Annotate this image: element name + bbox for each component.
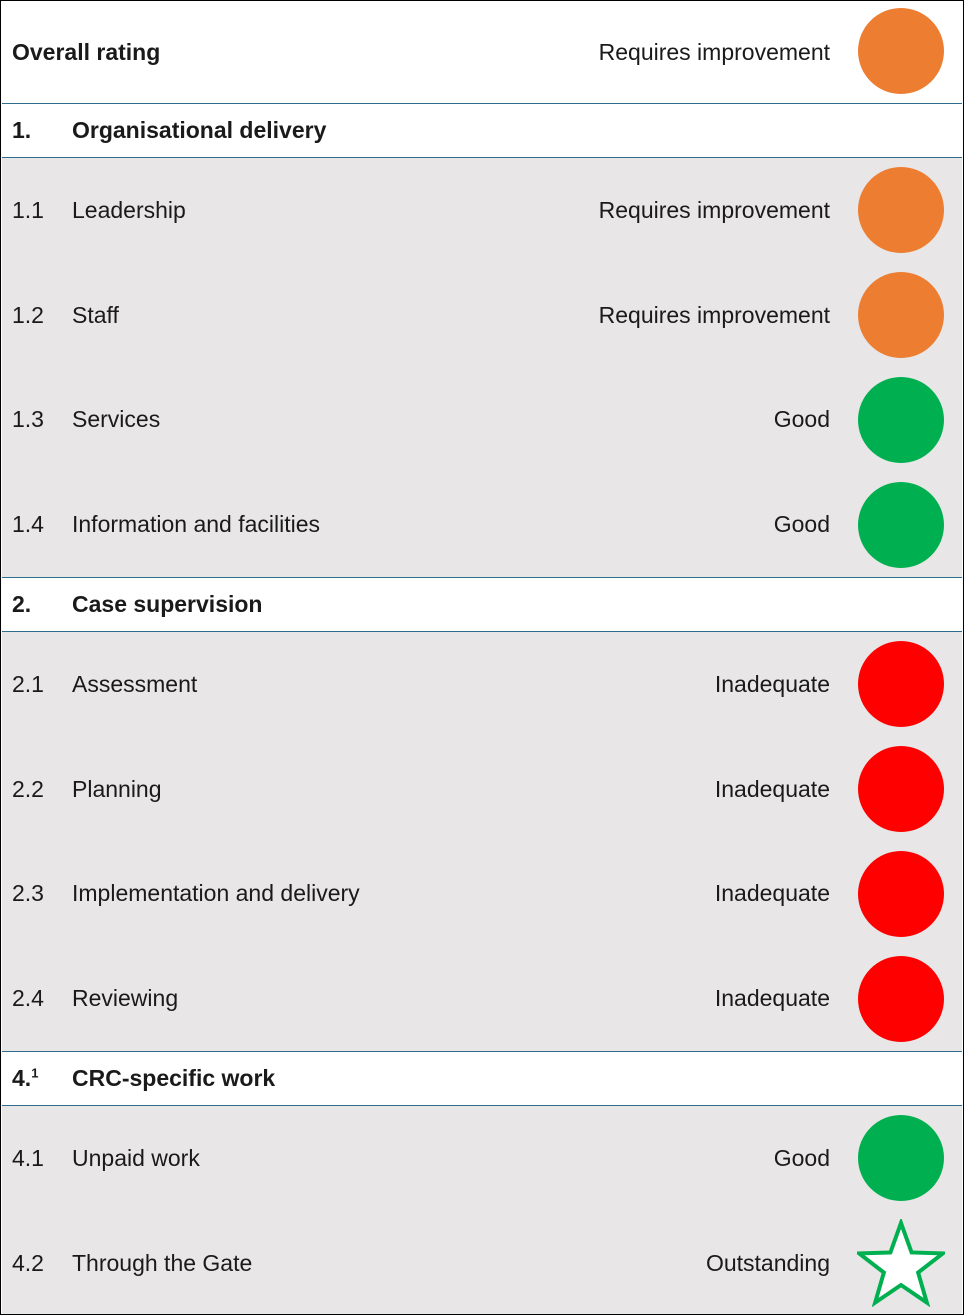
- item-label: Services: [72, 406, 161, 433]
- rating-row: 2.1 Assessment Inadequate: [2, 632, 962, 737]
- divider: [2, 1051, 962, 1052]
- divider: [2, 103, 962, 104]
- footnote-marker: 1: [31, 1065, 39, 1081]
- section-title: Case supervision: [72, 591, 263, 617]
- item-label: Reviewing: [72, 985, 179, 1012]
- item-rating: Good: [773, 406, 830, 433]
- section-number: 4.1: [12, 1065, 39, 1091]
- item-label: Information and facilities: [72, 511, 321, 538]
- star-outline-icon: [857, 1219, 945, 1308]
- circle-icon: [858, 376, 944, 463]
- rating-row: 4.1 Unpaid work Good: [2, 1106, 962, 1211]
- item-rating: Requires improvement: [598, 301, 830, 328]
- section-body-1: [2, 158, 962, 577]
- circle-icon: [858, 167, 944, 254]
- item-rating: Inadequate: [714, 775, 830, 802]
- section-body-3: [2, 1106, 962, 1314]
- divider: [2, 577, 962, 578]
- item-number: 2.3: [12, 880, 44, 907]
- item-number: 1.3: [12, 406, 44, 433]
- item-rating: Good: [773, 511, 830, 538]
- rating-row: 4.2 Through the Gate Outstanding: [2, 1211, 962, 1316]
- item-number: 2.2: [12, 775, 44, 802]
- section-number: 2.: [12, 591, 32, 617]
- circle-icon: [858, 1115, 944, 1202]
- circle-icon: [858, 746, 944, 833]
- section-title: Organisational delivery: [72, 117, 327, 143]
- circle-icon: [858, 272, 944, 359]
- item-rating: Inadequate: [714, 670, 830, 697]
- rating-row: 2.2 Planning Inadequate: [2, 737, 962, 842]
- circle-icon: [858, 955, 944, 1042]
- overall-rating-row: Overall rating Requires improvement: [2, 1, 962, 103]
- item-rating: Good: [773, 1144, 830, 1171]
- divider: [2, 631, 962, 632]
- item-number: 4.1: [12, 1144, 44, 1171]
- item-rating: Requires improvement: [598, 196, 830, 223]
- rating-row: 1.2 Staff Requires improvement: [2, 263, 962, 368]
- rating-row: 1.3 Services Good: [2, 368, 962, 473]
- rating-row: 2.4 Reviewing Inadequate: [2, 946, 962, 1051]
- item-number: 1.4: [12, 511, 44, 538]
- item-number: 4.2: [12, 1249, 44, 1276]
- section-header-1: 1. Organisational delivery: [2, 104, 962, 157]
- circle-icon: [858, 481, 944, 568]
- divider: [2, 157, 962, 158]
- item-rating: Inadequate: [714, 880, 830, 907]
- circle-icon: [858, 850, 944, 937]
- overall-rating-value: Requires improvement: [598, 38, 830, 65]
- overall-rating-label: Overall rating: [12, 38, 161, 65]
- item-rating: Outstanding: [705, 1249, 830, 1276]
- rating-row: 2.3 Implementation and delivery Inadequate: [2, 842, 962, 947]
- section-title: CRC-specific work: [72, 1065, 276, 1091]
- overall-rating-circle-icon: [858, 8, 944, 94]
- section-body-2: [2, 632, 962, 1051]
- item-label: Leadership: [72, 196, 186, 223]
- item-label: Staff: [72, 301, 119, 328]
- item-rating: Inadequate: [714, 985, 830, 1012]
- item-label: Unpaid work: [72, 1144, 200, 1171]
- item-number: 1.1: [12, 196, 44, 223]
- item-label: Implementation and delivery: [72, 880, 360, 907]
- section-header-3: 4.1 CRC-specific work: [2, 1052, 962, 1105]
- rating-row: 1.4 Information and facilities Good: [2, 472, 962, 577]
- circle-icon: [858, 641, 944, 728]
- section-header-2: 2. Case supervision: [2, 578, 962, 631]
- item-label: Through the Gate: [72, 1249, 253, 1276]
- rating-row: 1.1 Leadership Requires improvement: [2, 158, 962, 263]
- divider: [2, 1105, 962, 1106]
- section-number: 1.: [12, 117, 32, 143]
- item-label: Planning: [72, 775, 162, 802]
- item-number: 2.4: [12, 985, 44, 1012]
- item-label: Assessment: [72, 670, 198, 697]
- item-number: 2.1: [12, 670, 44, 697]
- item-number: 1.2: [12, 301, 44, 328]
